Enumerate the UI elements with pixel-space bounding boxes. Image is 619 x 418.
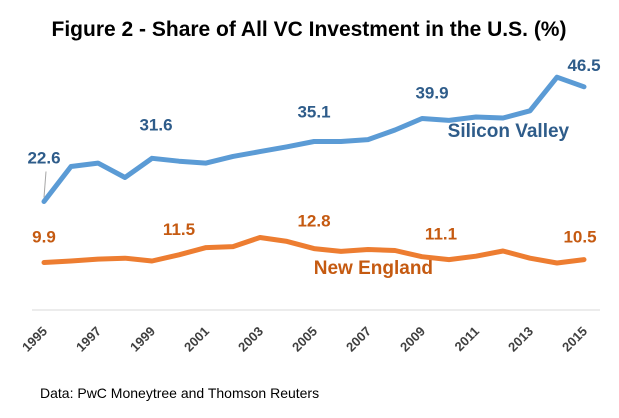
x-tick-label: 1997 (73, 324, 104, 355)
series-name-label: New England (314, 258, 433, 279)
x-tick-label: 2011 (452, 324, 483, 355)
data-label: 22.6 (27, 149, 60, 168)
data-label-leader (43, 171, 47, 198)
data-label: 12.8 (297, 212, 330, 231)
data-label: 39.9 (415, 83, 448, 102)
chart-title: Figure 2 - Share of All VC Investment in… (52, 18, 567, 41)
x-tick-label: 2009 (397, 324, 428, 355)
series-names-layer: Silicon Valley New England (314, 121, 570, 279)
x-tick-label: 2013 (505, 324, 536, 355)
data-label: 11.1 (425, 225, 457, 244)
x-tick-labels: 1995 1997 1999 2001 2003 2005 2007 2009 2011 2013… (19, 324, 590, 355)
x-tick-label: 1995 (19, 324, 50, 355)
series-line-new-england (41, 235, 587, 266)
series-layer (41, 74, 587, 266)
series-name-label: Silicon Valley (448, 121, 570, 142)
x-tick-label: 2005 (289, 324, 320, 355)
x-tick-label: 2001 (181, 324, 212, 355)
source-note: Data: PwC Moneytree and Thomson Reuters (40, 385, 319, 401)
data-label: 10.5 (563, 228, 596, 247)
data-labels-layer: 22.6 31.6 35.1 39.9 46.5 9.9 11.5 12.8 11.1 10.5 (27, 56, 600, 247)
x-tick-label: 2007 (343, 324, 374, 355)
data-label: 46.5 (567, 56, 600, 75)
data-label: 35.1 (297, 103, 330, 122)
x-tick-label: 2015 (559, 324, 590, 355)
x-tick-label: 2003 (235, 324, 266, 355)
data-label: 31.6 (139, 115, 172, 134)
data-label: 11.5 (163, 220, 195, 239)
x-tick-label: 1999 (127, 324, 158, 355)
data-label: 9.9 (32, 227, 56, 246)
series-line-silicon-valley (41, 74, 587, 204)
